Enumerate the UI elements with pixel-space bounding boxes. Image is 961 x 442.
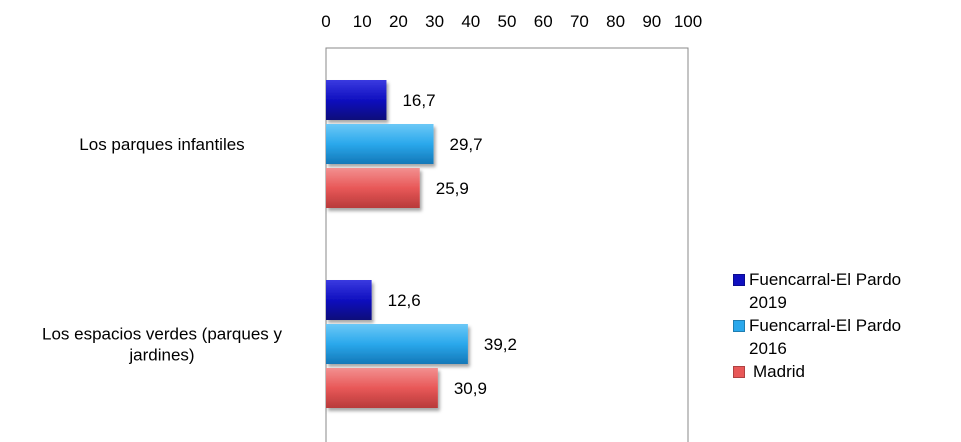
bar <box>326 368 438 408</box>
legend-label: Madrid <box>753 362 805 381</box>
x-tick-label: 0 <box>321 12 330 31</box>
data-label: 30,9 <box>454 379 487 398</box>
legend-item: Fuencarral-El Pardo 2019 <box>733 268 953 314</box>
x-tick-label: 90 <box>642 12 661 31</box>
legend-swatch <box>733 274 745 286</box>
data-label: 39,2 <box>484 335 517 354</box>
legend-swatch <box>733 366 745 378</box>
x-tick-label: 70 <box>570 12 589 31</box>
bar <box>326 80 387 120</box>
x-tick-label: 40 <box>461 12 480 31</box>
bar <box>326 280 372 320</box>
x-tick-label: 100 <box>674 12 702 31</box>
x-tick-label: 20 <box>389 12 408 31</box>
legend-label: Fuencarral-El Pardo <box>749 316 902 335</box>
data-label: 29,7 <box>450 135 483 154</box>
category-label: jardines) <box>128 346 194 365</box>
category-label: Los parques infantiles <box>79 135 244 154</box>
data-label: 16,7 <box>402 91 435 110</box>
x-tick-label: 80 <box>606 12 625 31</box>
legend: Fuencarral-El Pardo 2019 Fuencarral-El Par… <box>733 268 953 383</box>
bar <box>326 324 468 364</box>
legend-item: Fuencarral-El Pardo 2016 <box>733 314 953 360</box>
data-label: 12,6 <box>388 291 421 310</box>
legend-swatch <box>733 320 745 332</box>
legend-item: Madrid <box>733 360 953 383</box>
x-tick-label: 60 <box>534 12 553 31</box>
x-tick-label: 50 <box>498 12 517 31</box>
legend-label: Fuencarral-El Pardo <box>749 270 902 289</box>
x-tick-label: 30 <box>425 12 444 31</box>
legend-label-line2: 2016 <box>749 339 787 358</box>
data-label: 25,9 <box>436 179 469 198</box>
bar <box>326 168 420 208</box>
bar <box>326 124 434 164</box>
category-label: Los espacios verdes (parques y <box>42 325 283 344</box>
legend-label-line2: 2019 <box>749 293 787 312</box>
x-tick-label: 10 <box>353 12 372 31</box>
